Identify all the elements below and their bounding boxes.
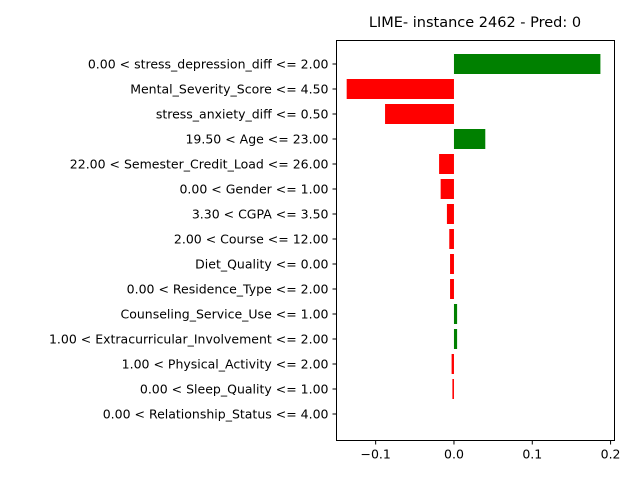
chart-title: LIME- instance 2462 - Pred: 0 bbox=[369, 15, 581, 31]
x-tick-label: 0.1 bbox=[522, 447, 542, 462]
y-tick-label: 0.00 < Residence_Type <= 2.00 bbox=[127, 282, 329, 297]
bar bbox=[440, 179, 454, 199]
bar bbox=[446, 204, 454, 224]
y-tick-label: 2.00 < Course <= 12.00 bbox=[174, 232, 329, 247]
y-tick-label: 0.00 < Gender <= 1.00 bbox=[179, 182, 328, 197]
y-tick-label: 1.00 < Physical_Activity <= 2.00 bbox=[122, 357, 329, 372]
y-tick-labels: 0.00 < stress_depression_diff <= 2.00 Men… bbox=[49, 57, 337, 422]
bar bbox=[449, 229, 454, 249]
plot-frame bbox=[336, 40, 615, 441]
x-tick-label: 0.2 bbox=[601, 447, 621, 462]
bar bbox=[346, 79, 454, 99]
bars-group bbox=[346, 54, 601, 399]
y-tick-label: Mental_Severity_Score <= 4.50 bbox=[130, 82, 328, 97]
y-tick-label: 3.30 < CGPA <= 3.50 bbox=[192, 207, 329, 222]
bar bbox=[385, 104, 454, 124]
bar bbox=[453, 129, 486, 149]
x-tick-label: 0.0 bbox=[444, 447, 464, 462]
y-tick-label: Diet_Quality <= 0.00 bbox=[195, 257, 328, 272]
x-ticks: −0.1 0.0 0.1 0.2 bbox=[360, 440, 621, 462]
y-tick-label: 1.00 < Extracurricular_Involvement <= 2.… bbox=[49, 332, 329, 347]
y-tick-label: 0.00 < Sleep_Quality <= 1.00 bbox=[140, 382, 329, 397]
x-tick-label: −0.1 bbox=[360, 447, 390, 462]
y-tick-label: Counseling_Service_Use <= 1.00 bbox=[120, 307, 328, 322]
y-tick-label: stress_anxiety_diff <= 0.50 bbox=[156, 107, 329, 122]
bar bbox=[453, 304, 458, 324]
bar bbox=[453, 329, 458, 349]
y-tick-label: 19.50 < Age <= 23.00 bbox=[185, 132, 328, 147]
y-tick-label: 0.00 < stress_depression_diff <= 2.00 bbox=[88, 57, 329, 72]
bar bbox=[452, 379, 454, 399]
y-tick-label: 0.00 < Relationship_Status <= 4.00 bbox=[103, 407, 329, 422]
bar bbox=[439, 154, 454, 174]
y-tick-label: 22.00 < Semester_Credit_Load <= 26.00 bbox=[70, 157, 329, 172]
bar bbox=[450, 254, 454, 274]
bar bbox=[450, 279, 454, 299]
bar bbox=[453, 54, 601, 74]
bar bbox=[451, 354, 454, 374]
